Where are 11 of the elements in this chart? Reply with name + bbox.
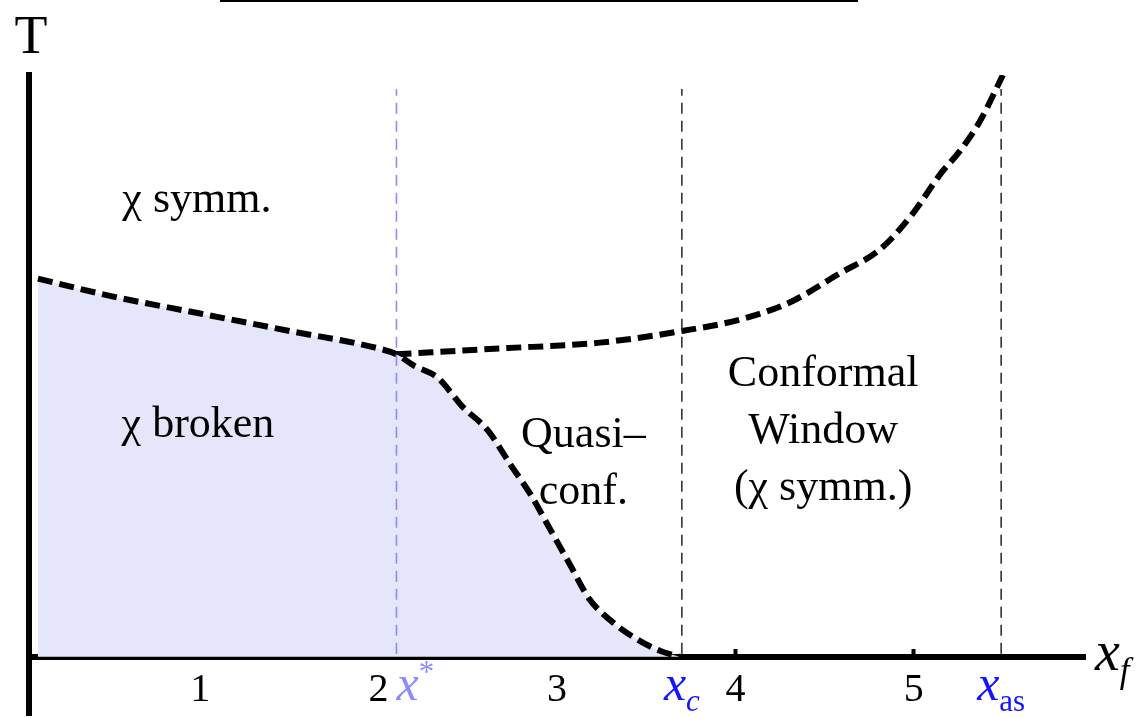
annotation: χ broken [120,398,275,448]
x-tick-label: 3 [547,665,567,711]
x-tick-label: 1 [190,665,211,711]
ref-line-label: x* [395,653,435,711]
y-axis-title: T [14,5,48,65]
x-tick-label: 5 [903,665,924,711]
annotation: χ symm. [121,172,272,222]
annotation: Conformal Window (χ symm.) [727,346,919,510]
x-tick-label: 2 [368,665,389,711]
x-tick-label: 4 [725,665,746,711]
annotation: Quasi– conf. [521,407,647,514]
